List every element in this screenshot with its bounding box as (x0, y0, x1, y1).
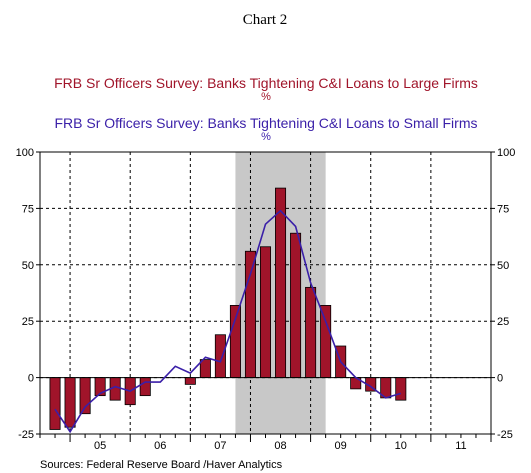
y-tick-label-right: 0 (497, 373, 503, 385)
bar-large-firms (139, 377, 151, 397)
legend-large-firms-unit: % (261, 91, 271, 103)
x-tick-label: 05 (94, 440, 106, 452)
bar-large-firms (395, 377, 407, 401)
bar-large-firms (275, 187, 287, 378)
plot-frame (39, 151, 492, 435)
y-tick-label-left: 0 (28, 373, 34, 385)
y-tick-label-left: -25 (18, 429, 34, 441)
y-tick-label-right: 50 (497, 260, 509, 272)
chart-title: Chart 2 (243, 12, 288, 28)
x-tick-label: 07 (214, 440, 226, 452)
bar-large-firms (184, 377, 196, 385)
y-tick-label-right: 25 (497, 316, 509, 328)
bar-large-firms (244, 250, 256, 378)
x-tick-label: 11 (455, 440, 466, 452)
y-tick-label-left: 50 (22, 260, 34, 272)
x-tick-label: 08 (274, 440, 286, 452)
legend-large-firms: FRB Sr Officers Survey: Banks Tightening… (54, 75, 478, 91)
x-tick-label: 10 (395, 440, 407, 452)
bar-large-firms (290, 232, 302, 379)
bar-large-firms (305, 286, 317, 378)
bar-large-firms (320, 305, 332, 378)
bar-large-firms (214, 334, 226, 378)
bar-large-firms (259, 246, 272, 379)
line-small-firms (54, 209, 402, 434)
bar-large-firms (64, 377, 76, 428)
y-tick-label-left: 25 (22, 316, 34, 328)
y-tick-label-left: 75 (22, 203, 34, 215)
x-tick-label: 09 (335, 440, 347, 452)
bar-large-firms (199, 359, 211, 379)
legend-small-firms: FRB Sr Officers Survey: Banks Tightening… (54, 115, 477, 131)
bar-large-firms (49, 377, 61, 430)
plot-area: 100 100 75 75 50 50 25 25 0 0 -25 -25 05 06 07 08 09 10 11 (16, 147, 516, 452)
x-tick-label: 06 (154, 440, 166, 452)
legend-small-firms-unit: % (261, 131, 271, 143)
y-tick-label-right: 75 (497, 203, 509, 215)
source-note: Sources: Federal Reserve Board /Haver An… (40, 459, 283, 471)
y-tick-label-right: 100 (497, 147, 515, 159)
y-tick-label-left: 100 (16, 147, 34, 159)
y-tick-label-right: -25 (497, 429, 513, 441)
bar-large-firms (229, 305, 241, 378)
